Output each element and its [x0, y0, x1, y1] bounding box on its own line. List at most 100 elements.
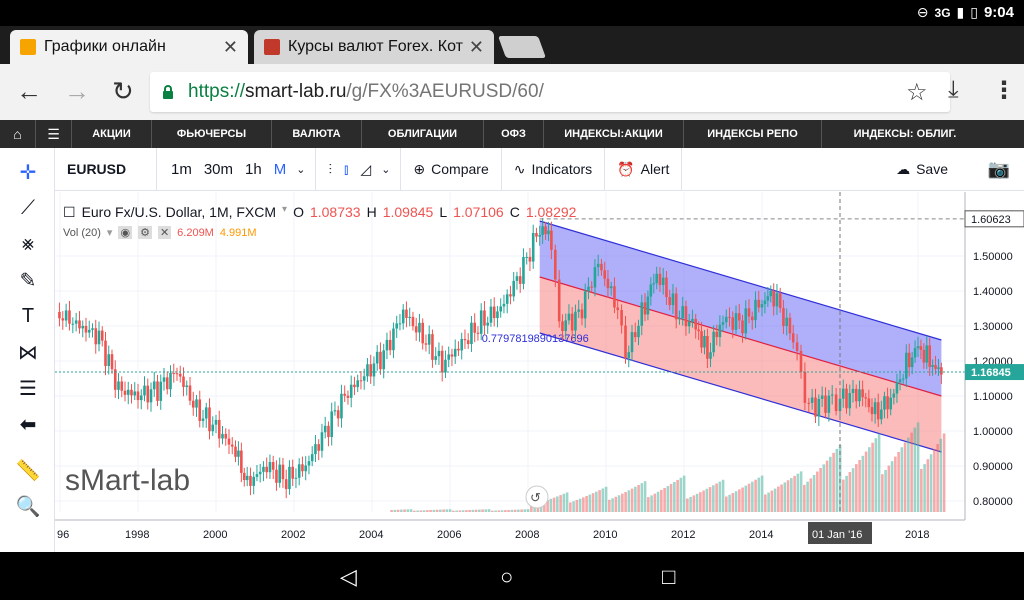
prediction-icon[interactable]: ☰ [19, 377, 37, 400]
nav-item-indices-bonds[interactable]: ИНДЕКСЫ: ОБЛИГ. [853, 128, 957, 140]
watermark: sMart-lab [65, 464, 191, 497]
chevron-down-icon[interactable]: ▾ [106, 227, 113, 239]
indicators-button[interactable]: ∿ Indicators [508, 161, 598, 178]
nav-item-indices-stocks[interactable]: ИНДЕКСЫ:АКЦИИ [544, 120, 684, 148]
candle-body [757, 299, 761, 308]
candle-body [178, 373, 182, 377]
candle-body [392, 328, 395, 351]
close-icon[interactable]: ✕ [468, 36, 484, 57]
save-button[interactable]: ☁ Save [890, 161, 954, 178]
home-circle-icon[interactable]: ○ [500, 564, 514, 589]
candle-body [661, 277, 665, 286]
text-tool-icon[interactable]: T [21, 304, 35, 327]
candle-body [709, 352, 712, 359]
candle-body [681, 306, 684, 319]
nav-item-currency[interactable]: ВАЛЮТА [272, 120, 362, 148]
volume-bar [838, 444, 842, 512]
nav-item-bonds[interactable]: ОБЛИГАЦИИ [362, 120, 484, 148]
candle-body [123, 390, 127, 395]
volume-bar [578, 498, 582, 512]
candle-body [512, 280, 515, 297]
download-icon[interactable]: ⤓ [948, 76, 959, 103]
zoom-in-icon[interactable]: 🔍 [15, 495, 41, 518]
bar-style-icon[interactable]: ⫶ [328, 160, 332, 177]
tab-forex[interactable]: Курсы валют Forex. Кот ✕ [254, 30, 494, 64]
candle-body [851, 388, 855, 394]
close-icon[interactable]: ✕ [157, 226, 172, 239]
volume-bar [942, 433, 946, 512]
interval-30m[interactable]: 30m [203, 160, 234, 178]
bookmark-star-icon[interactable]: ☆ [906, 79, 928, 106]
interval-1m[interactable]: 1m [171, 160, 192, 178]
volume-bar [585, 496, 588, 512]
volume-bar [806, 481, 809, 512]
volume-value: 6.209M [177, 226, 214, 239]
alert-button[interactable]: ⏰ Alert [611, 161, 675, 178]
fib-tool-icon[interactable]: ⨳ [21, 232, 35, 255]
crosshair-icon[interactable]: ✛ [19, 161, 37, 184]
area-style-icon[interactable]: ◿ [360, 160, 372, 177]
new-tab-button[interactable] [497, 36, 547, 58]
back-arrow-icon[interactable]: ⬅ [19, 413, 37, 436]
nav-item-ofz[interactable]: ОФЗ [484, 120, 544, 148]
hamburger-menu-icon[interactable]: ☰ [36, 120, 72, 148]
volume-bar [468, 510, 471, 512]
candle-body [281, 464, 285, 480]
brush-icon[interactable]: ✎ [19, 269, 37, 292]
candle-body [255, 474, 259, 477]
nav-item-stocks[interactable]: АКЦИИ [72, 120, 152, 148]
close-icon[interactable]: ✕ [222, 36, 238, 57]
candle-body [169, 372, 172, 390]
price-chart[interactable]: 0.779781989013769​6 1.50000 1.40000 1.30000… [55, 192, 1024, 552]
ruler-icon[interactable]: 📏 [15, 459, 41, 482]
volume-bar [910, 432, 913, 512]
eye-icon[interactable]: ◉ [118, 226, 133, 239]
candle-body [515, 276, 519, 281]
candle-body [258, 471, 262, 475]
interval-month[interactable]: M [273, 160, 287, 178]
candle-body [191, 400, 195, 408]
nav-item-futures[interactable]: ФЬЮЧЕРСЫ [152, 120, 272, 148]
trend-line-icon[interactable]: ⟋ [21, 196, 35, 219]
chevron-down-icon[interactable]: ⌄ [296, 163, 306, 176]
pattern-icon[interactable]: ⋈ [18, 341, 38, 364]
candle-body [398, 323, 402, 325]
nav-item-indices-repo[interactable]: ИНДЕКСЫ РЕПО [684, 120, 822, 148]
reload-icon[interactable]: ↻ [112, 76, 134, 106]
candle-body [91, 328, 94, 330]
settings-icon[interactable]: ⚙ [138, 226, 152, 239]
chevron-down-icon[interactable]: ⌄ [381, 163, 391, 176]
address-bar[interactable]: https:// smart-lab.ru /g/FX%3AEURUSD/60/ [150, 72, 950, 112]
candle-body [544, 226, 547, 235]
recents-square-icon[interactable]: □ [662, 564, 676, 589]
volume-bar [617, 495, 621, 512]
forward-arrow-icon[interactable]: → [64, 76, 90, 106]
candle-body [268, 462, 272, 473]
back-triangle-icon[interactable]: ◁ [340, 564, 357, 589]
candle-body [301, 464, 304, 472]
close-value: 1.08292 [525, 204, 577, 220]
candle-body [444, 359, 447, 373]
volume-bar [939, 438, 943, 512]
symbol-search[interactable]: EURUSD [55, 147, 157, 191]
home-icon[interactable]: ⌂ [0, 120, 36, 148]
interval-1h[interactable]: 1h [245, 160, 262, 178]
tab-charts[interactable]: Графики онлайн ✕ [10, 30, 248, 64]
back-arrow-icon[interactable]: ← [16, 76, 42, 106]
candle-body [637, 325, 640, 338]
indicators-icon: ∿ [513, 160, 526, 177]
camera-icon[interactable]: 📷 [987, 158, 1010, 179]
candle-body [691, 318, 694, 322]
channel-upper-fill [539, 221, 942, 396]
compare-button[interactable]: ⊕ Compare [407, 161, 494, 178]
candle-body [763, 300, 767, 305]
chart-canvas[interactable]: 0.779781989013769​6 1.50000 1.40000 1.30000… [55, 192, 1024, 552]
plus-circle-icon: ⊕ [413, 160, 426, 177]
chevron-down-icon[interactable]: ▾ [282, 204, 288, 215]
volume-bar [819, 468, 822, 512]
volume-bar [614, 496, 618, 512]
overflow-menu-icon[interactable]: ⋮ [992, 77, 1016, 104]
volume-bar [773, 488, 777, 512]
checkbox-icon[interactable]: ☐ [63, 204, 76, 220]
candles-icon[interactable]: ⫾ [343, 160, 349, 177]
